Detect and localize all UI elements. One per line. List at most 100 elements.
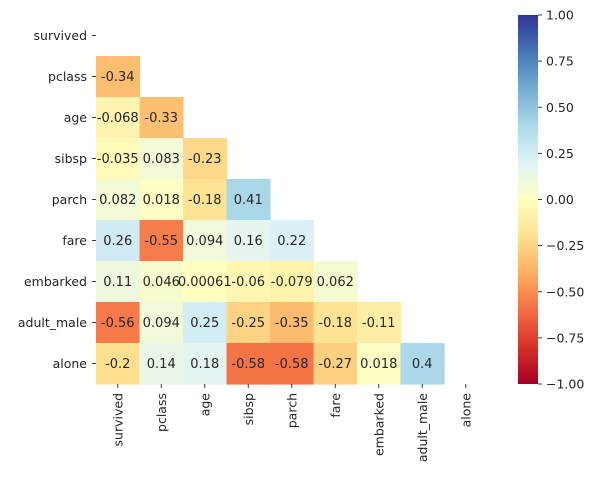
cell-label-sibsp-survived: -0.035 [97,152,139,167]
x-tick-label-age: age [197,393,212,417]
heatmap-cell-fare-survived [96,220,141,262]
cell-label-fare-pclass: -0.55 [144,234,178,249]
heatmap-cell-adult_male-fare [313,302,358,344]
cell-label-adult_male-parch: -0.35 [275,316,309,331]
cell-label-embarked-survived: 0.11 [103,275,132,290]
heatmap-cell-labels: -0.34 -0.068 -0.33 -0.035 0.083 -0.23 0.082 0.0… [97,70,433,372]
heatmap-cell-sibsp-survived [96,138,141,180]
cell-label-alone-adult_male: 0.4 [412,357,433,372]
heatmap-cell-fare-age [183,220,228,262]
cell-label-adult_male-age: 0.25 [190,316,219,331]
colorbar-tick-label: −0.75 [546,330,584,345]
y-tick-label-age: age [64,110,88,125]
heatmap-cell-age-pclass [139,97,184,139]
cell-label-adult_male-embarked: -0.11 [362,316,396,331]
heatmap-cell-embarked-pclass [139,261,184,303]
heatmap-cell-adult_male-parch [270,302,315,344]
y-tick-label-adult_male: adult_male [18,315,87,330]
y-tick-label-embarked: embarked [24,274,87,289]
heatmap-cell-adult_male-age [183,302,228,344]
cell-label-alone-survived: -0.2 [105,357,130,372]
heatmap-cell-fare-parch [270,220,315,262]
cell-label-fare-survived: 0.26 [103,234,132,249]
cell-label-adult_male-sibsp: -0.25 [231,316,265,331]
colorbar-tick-label: 0.75 [546,54,574,69]
y-tick-label-sibsp: sibsp [55,151,87,166]
heatmap-cell-parch-survived [96,179,141,221]
y-axis-ticks: survived pclass age sibsp parch fare embarked a… [18,28,96,371]
cell-label-fare-parch: 0.22 [277,234,306,249]
cell-label-sibsp-pclass: 0.083 [143,152,180,167]
y-tick-label-parch: parch [52,192,87,207]
colorbar-gradient [518,15,538,384]
x-tick-label-parch: parch [284,393,299,428]
cell-label-parch-survived: 0.082 [99,193,136,208]
heatmap-cell-alone-parch [270,343,315,385]
cell-label-embarked-age: 0.00061 [178,275,232,290]
heatmap-cell-adult_male-survived [96,302,141,344]
x-axis-ticks: survived pclass age sibsp parch fare embarked a… [110,384,473,462]
cell-label-age-pclass: -0.33 [144,111,178,126]
cell-label-embarked-fare: 0.062 [317,275,354,290]
cell-label-parch-age: -0.18 [188,193,222,208]
y-tick-label-fare: fare [62,233,87,248]
heatmap-cell-age-survived [96,97,141,139]
cell-label-adult_male-fare: -0.18 [318,316,352,331]
heatmap-cell-pclass-survived [96,56,141,98]
cell-label-parch-pclass: 0.018 [143,193,180,208]
x-tick-label-alone: alone [458,393,473,428]
cell-label-adult_male-pclass: 0.094 [143,316,180,331]
x-tick-label-survived: survived [110,393,125,446]
heatmap-cell-embarked-age [183,261,228,303]
cell-label-embarked-parch: -0.079 [271,275,313,290]
cell-label-fare-age: 0.094 [186,234,223,249]
colorbar-ticks: 1.00 0.75 0.50 0.25 0.00 −0.25 −0.50 −0.75 −1.00 [538,8,584,392]
heatmap-cell-fare-sibsp [226,220,271,262]
heatmap-cell-parch-sibsp [226,179,271,221]
x-tick-label-fare: fare [328,393,343,418]
y-tick-label-alone: alone [53,356,88,371]
heatmap-cell-parch-pclass [139,179,184,221]
colorbar-tick-label: 0.50 [546,100,574,115]
heatmap-cell-embarked-fare [313,261,358,303]
cell-label-parch-sibsp: 0.41 [234,193,263,208]
colorbar-tick-label: 0.25 [546,146,574,161]
heatmap-cell-sibsp-age [183,138,228,180]
heatmap-cell-alone-embarked [357,343,402,385]
cell-label-alone-embarked: 0.018 [360,357,397,372]
cell-label-embarked-sibsp: -0.06 [231,275,265,290]
heatmap-cell-alone-survived [96,343,141,385]
cell-label-fare-sibsp: 0.16 [234,234,263,249]
heatmap-cell-alone-sibsp [226,343,271,385]
heatmap-cell-fare-pclass [139,220,184,262]
cell-label-alone-fare: -0.27 [318,357,352,372]
heatmap-cell-embarked-sibsp [226,261,271,303]
cell-label-embarked-pclass: 0.046 [143,275,180,290]
cell-label-pclass-survived: -0.34 [101,70,135,85]
heatmap-cells [96,56,445,385]
colorbar-tick-label: 0.00 [546,192,574,207]
cell-label-adult_male-survived: -0.56 [101,316,135,331]
heatmap-cell-alone-adult_male [400,343,445,385]
cell-label-alone-sibsp: -0.58 [231,357,265,372]
heatmap-cell-sibsp-pclass [139,138,184,180]
heatmap-cell-alone-age [183,343,228,385]
cell-label-alone-parch: -0.58 [275,357,309,372]
cell-label-age-survived: -0.068 [97,111,139,126]
heatmap-cell-embarked-parch [270,261,315,303]
heatmap-cell-alone-pclass [139,343,184,385]
cell-label-sibsp-age: -0.23 [188,152,222,167]
colorbar-tick-label: −1.00 [546,377,584,392]
y-tick-label-survived: survived [34,28,87,43]
heatmap-cell-adult_male-sibsp [226,302,271,344]
cell-label-alone-pclass: 0.14 [147,357,176,372]
heatmap-cell-adult_male-pclass [139,302,184,344]
heatmap-cell-adult_male-embarked [357,302,402,344]
x-tick-label-embarked: embarked [371,393,386,456]
colorbar-tick-label: −0.25 [546,238,584,253]
x-tick-label-pclass: pclass [154,393,169,432]
heatmap-cell-parch-age [183,179,228,221]
cell-label-alone-age: 0.18 [190,357,219,372]
colorbar [518,15,538,384]
